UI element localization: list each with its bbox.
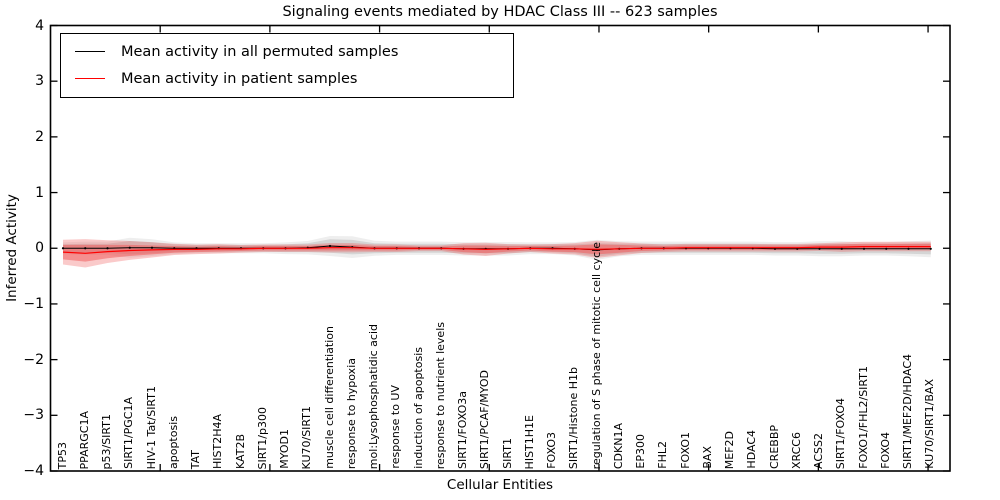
patient-line-swatch (75, 78, 105, 79)
y-tick-label: 1 (35, 184, 44, 201)
x-category-label: SIRT1/PGC1A (122, 397, 136, 469)
legend-box: Mean activity in all permuted samples Me… (60, 33, 514, 98)
permuted-marker (128, 246, 131, 249)
x-category-label: regulation of S phase of mitotic cell cy… (589, 241, 603, 469)
permuted-marker (818, 247, 821, 250)
x-category-label: KAT2B (233, 434, 247, 469)
permuted-marker (929, 247, 932, 250)
x-category-label: MEF2D (723, 430, 736, 469)
x-category-label: SIRT1/p300 (255, 406, 269, 469)
y-tick-label: 4 (35, 17, 44, 34)
y-tick-label: −3 (23, 407, 44, 424)
x-category-label: FHL2 (656, 441, 670, 469)
legend-label-patient: Mean activity in patient samples (121, 70, 358, 87)
x-category-label: response to hypoxia (344, 357, 358, 469)
chart-title: Signaling events mediated by HDAC Class … (282, 4, 718, 20)
x-category-label: HDAC4 (745, 430, 759, 469)
x-category-label: PPARGC1A (77, 410, 91, 469)
x-category-label: FOXO1/FHL2/SIRT1 (856, 366, 870, 469)
x-category-label: ACSS2 (812, 433, 825, 469)
x-category-label: KU70/SIRT1 (300, 405, 314, 469)
x-axis-label: Cellular Entities (446, 477, 554, 493)
x-category-label: CDKN1A (611, 422, 625, 469)
x-category-label: HIST1H1E (522, 414, 536, 469)
permuted-band-outer (63, 236, 931, 260)
legend-entry-patient: Mean activity in patient samples (61, 65, 513, 92)
x-category-label: p53/SIRT1 (100, 413, 113, 469)
x-category-label: SIRT1/FOXO3a (456, 390, 469, 469)
y-tick-label: 2 (35, 128, 44, 145)
x-category-label: SIRT1/FOXO4 (834, 397, 848, 469)
x-category-label: HIST2H4A (211, 413, 225, 469)
permuted-marker (84, 247, 87, 250)
x-category-label: mol:Lysophosphatidic acid (367, 323, 380, 469)
x-category-label: BAX (700, 446, 714, 469)
permuted-marker (61, 247, 65, 250)
x-category-label: apoptosis (166, 416, 180, 469)
permuted-line-swatch (75, 51, 105, 52)
x-category-label: FOXO4 (878, 432, 892, 469)
permuted-marker (862, 247, 866, 250)
patient-band-outer (63, 239, 931, 268)
x-category-label: muscle cell differentiation (322, 326, 336, 469)
x-category-label: TAT (189, 449, 202, 469)
x-category-label: KU70/SIRT1/BAX (923, 379, 937, 469)
x-category-label: SIRT1/Histone H1b (567, 366, 581, 469)
permuted-marker (150, 246, 154, 249)
x-category-label: FOXO3 (545, 432, 558, 469)
y-tick-label: −2 (23, 351, 44, 368)
permuted-band (63, 239, 931, 257)
y-tick-label: −4 (23, 463, 44, 479)
x-category-label: induction of apoptosis (411, 347, 425, 469)
permuted-marker (106, 247, 109, 250)
x-category-label: CREBBP (767, 425, 781, 469)
x-category-label: HIV-1 Tat/SIRT1 (144, 385, 158, 469)
x-category-label: TP53 (55, 441, 69, 469)
y-tick-label: 0 (35, 240, 44, 257)
y-tick-label: 3 (35, 73, 44, 90)
legend-entry-permuted: Mean activity in all permuted samples (61, 38, 513, 65)
x-category-label: response to UV (389, 385, 403, 469)
x-category-label: response to nutrient levels (433, 321, 447, 469)
patient-mean-line (62, 246, 931, 254)
x-category-label: FOXO1 (678, 432, 692, 469)
x-category-label: MYOD1 (278, 429, 291, 469)
x-category-label: SIRT1 (500, 438, 514, 469)
x-category-label: SIRT1/PCAF/MYOD (478, 369, 492, 469)
x-category-label: EP300 (634, 434, 647, 469)
y-tick-label: −1 (23, 295, 44, 312)
x-category-label: SIRT1/MEF2D/HDAC4 (901, 354, 914, 469)
permuted-marker (885, 247, 888, 250)
x-category-label: XRCC6 (789, 432, 803, 469)
legend-label-permuted: Mean activity in all permuted samples (121, 43, 399, 60)
permuted-marker (328, 244, 332, 248)
permuted-marker (840, 247, 843, 250)
permuted-marker (907, 247, 910, 250)
